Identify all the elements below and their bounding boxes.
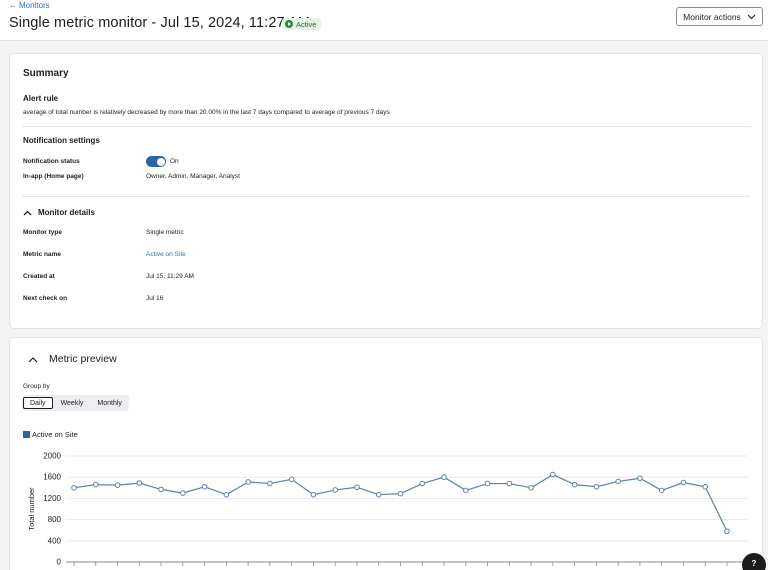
data-point[interactable] (658, 487, 665, 494)
data-point[interactable] (245, 479, 251, 485)
data-point[interactable] (593, 483, 600, 490)
monitor-actions-button[interactable]: Monitor actions (676, 7, 763, 26)
monitor-details-toggle[interactable]: Monitor details (23, 208, 95, 217)
data-point[interactable] (71, 485, 77, 491)
monitor-type-value: Single metric (146, 229, 184, 236)
data-point[interactable] (267, 480, 273, 487)
metric-preview-title: Metric preview (49, 353, 117, 365)
created-at-value: Jul 15, 11:29 AM (146, 273, 194, 280)
data-point[interactable] (680, 479, 687, 486)
data-point[interactable] (637, 475, 643, 482)
data-point[interactable] (375, 491, 382, 498)
group-by-segmented-control: Daily Weekly Monthly (22, 395, 129, 411)
monitor-details-heading: Monitor details (38, 208, 95, 217)
y-tick-label: 2000 (43, 452, 61, 461)
created-at-label: Created at (23, 273, 55, 280)
page-title: Single metric monitor - Jul 15, 2024, 11… (9, 15, 310, 31)
data-point[interactable] (288, 476, 295, 483)
data-point[interactable] (136, 480, 143, 486)
y-axis-label: Total number (27, 487, 36, 531)
data-point[interactable] (158, 486, 164, 493)
data-point[interactable] (332, 487, 339, 493)
metric-preview-chart: 0 400 800 1200 1600 2000 Total number (27, 452, 747, 567)
metric-name-label: Metric name (23, 251, 61, 258)
chevron-up-icon (23, 210, 32, 215)
notification-status-value: On (170, 158, 179, 165)
summary-card: Summary Alert rule average of total numb… (9, 53, 763, 329)
next-check-label: Next check on (23, 295, 68, 302)
data-point[interactable] (571, 481, 578, 488)
status-badge-label: Active (296, 19, 317, 29)
y-tick-label: 0 (57, 558, 62, 567)
data-point[interactable] (201, 483, 208, 490)
alert-rule-heading: Alert rule (23, 94, 59, 103)
back-to-monitors-link[interactable]: ← Monitors (9, 1, 50, 10)
metric-name-link[interactable]: Active on Site (146, 251, 186, 258)
data-point[interactable] (463, 487, 469, 494)
help-button[interactable]: ? (742, 553, 766, 570)
series-line-active-on-site (73, 473, 728, 532)
group-by-label: Group by (23, 383, 50, 390)
status-badge: Active (282, 18, 322, 30)
data-point[interactable] (180, 490, 186, 496)
data-point[interactable] (506, 480, 513, 487)
notification-status-label: Notification status (23, 158, 80, 165)
legend-label: Active on Site (32, 430, 78, 439)
legend-swatch (23, 431, 30, 438)
data-point[interactable] (702, 483, 709, 490)
data-point[interactable] (354, 484, 360, 491)
y-tick-label: 1600 (43, 473, 61, 482)
data-point[interactable] (114, 482, 121, 488)
page-header: ← Monitors Single metric monitor - Jul 1… (0, 0, 768, 41)
data-point[interactable] (441, 474, 447, 480)
divider (22, 126, 750, 127)
data-point[interactable] (310, 491, 317, 498)
divider (22, 196, 750, 197)
monitor-type-label: Monitor type (23, 229, 62, 236)
inapp-value: Owner, Admin, Manager, Analyst (146, 173, 240, 180)
data-point[interactable] (724, 528, 730, 535)
data-point[interactable] (615, 478, 621, 485)
data-point[interactable] (397, 490, 404, 497)
summary-title: Summary (23, 68, 69, 79)
arrow-left-icon: ← (9, 1, 17, 10)
data-point[interactable] (550, 471, 556, 478)
y-tick-label: 1200 (43, 494, 61, 503)
notification-status-toggle[interactable] (146, 156, 166, 167)
next-check-value: Jul 16 (146, 295, 164, 302)
group-by-monthly-option[interactable]: Monthly (97, 399, 122, 407)
alert-rule-text: average of total number is relatively de… (23, 109, 390, 116)
chevron-down-icon (747, 14, 756, 19)
data-point[interactable] (92, 481, 99, 488)
data-point[interactable] (484, 480, 491, 487)
notification-settings-heading: Notification settings (23, 136, 100, 145)
data-point[interactable] (528, 485, 534, 491)
metric-preview-toggle[interactable]: Metric preview (28, 353, 117, 365)
chevron-up-icon (28, 356, 38, 362)
back-link-label: Monitors (19, 1, 50, 10)
data-point[interactable] (223, 491, 230, 498)
monitor-actions-label: Monitor actions (683, 11, 741, 22)
y-tick-label: 400 (48, 536, 62, 545)
metric-preview-card: Metric preview Group by Daily Weekly Mon… (9, 337, 763, 570)
inapp-label: In-app (Home page) (23, 173, 84, 180)
data-point[interactable] (419, 480, 426, 487)
play-circle-icon (285, 20, 293, 28)
group-by-daily-option[interactable]: Daily (23, 397, 53, 409)
group-by-weekly-option[interactable]: Weekly (60, 399, 84, 407)
y-tick-label: 800 (48, 515, 62, 524)
